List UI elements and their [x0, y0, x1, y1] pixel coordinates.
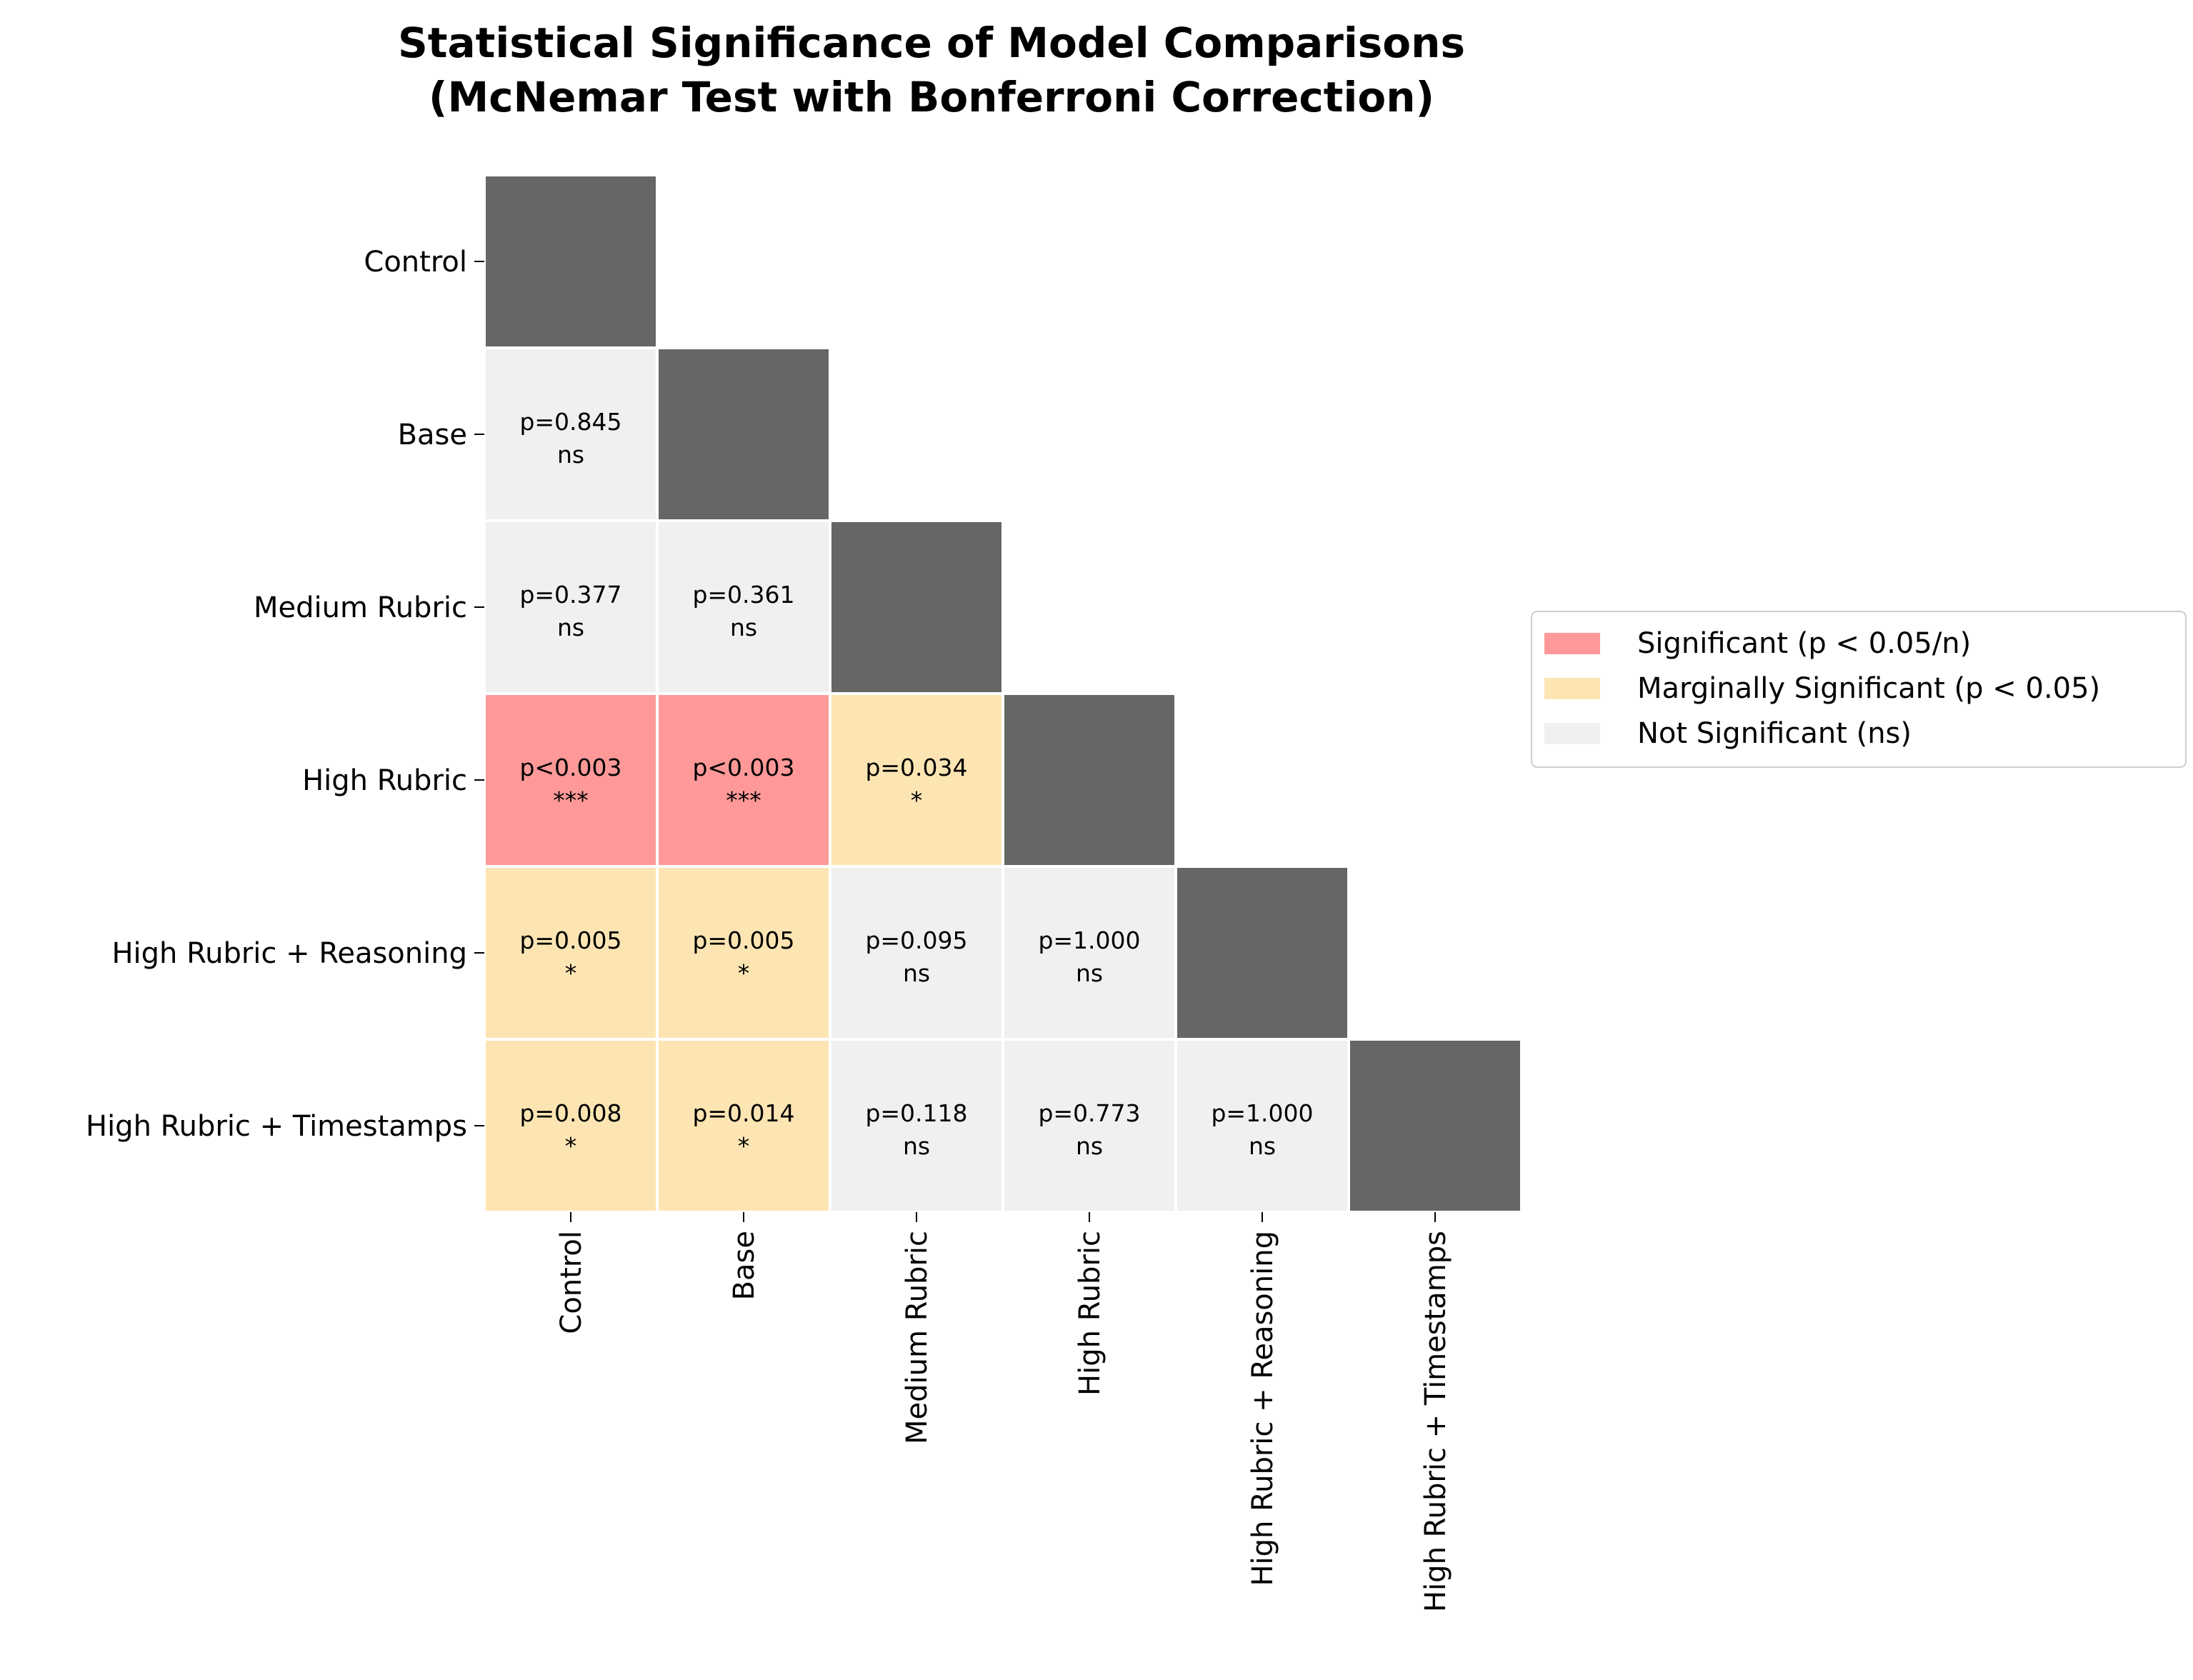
cell-rect [1174, 1038, 1350, 1214]
cell-p-value: p=0.361 [692, 581, 794, 609]
cell-significance-label: ns [557, 614, 584, 641]
x-tick-label: Medium Rubric [901, 1231, 934, 1444]
cell-p-value: p=0.034 [865, 754, 967, 781]
heatmap-cell: p=0.118 ns [829, 1038, 1004, 1214]
x-axis: Control Base Medium Rubric High Rubric High … [555, 1212, 1452, 1612]
cell-significance-label: *** [726, 786, 761, 814]
cell-p-value: p=0.005 [692, 926, 794, 954]
cell-significance-label: * [738, 959, 750, 987]
cell-p-value: p<0.003 [692, 754, 794, 781]
heatmap-cell: p=0.773 ns [1001, 1038, 1177, 1214]
cell-p-value: p=1.000 [1211, 1099, 1313, 1127]
cell-p-value: p=0.773 [1038, 1099, 1140, 1127]
heatmap-cell [829, 519, 1004, 695]
heatmap-cell: p=0.845 ns [483, 346, 659, 522]
x-tick-label: High Rubric + Timestamps [1419, 1231, 1452, 1612]
cell-p-value: p=0.377 [519, 581, 621, 609]
y-tick-label: High Rubric [302, 764, 467, 797]
legend-item: Significant (p < 0.05/n) [1544, 627, 1971, 660]
y-tick-label: High Rubric + Reasoning [111, 937, 467, 970]
x-tick-label: High Rubric [1074, 1231, 1107, 1396]
cell-rect [829, 692, 1004, 868]
legend-frame [1531, 611, 2187, 768]
cell-p-value: p=0.008 [519, 1099, 621, 1127]
cell-significance-label: ns [730, 614, 757, 641]
cell-rect [1001, 1038, 1177, 1214]
heatmap-cell: p=0.014 * [656, 1038, 831, 1214]
y-tick-label: High Rubric + Timestamps [86, 1110, 467, 1143]
heatmap-cell [1174, 865, 1350, 1041]
x-tick-label: Control [555, 1231, 588, 1334]
legend-label: Not Significant (ns) [1637, 717, 1912, 750]
cell-significance-label: * [738, 1132, 750, 1160]
y-axis: Control Base Medium Rubric High Rubric High … [86, 246, 484, 1143]
chart-title: Statistical Significance of Model Compar… [398, 19, 1465, 67]
cell-significance-label: *** [553, 786, 589, 814]
heatmap-cell: p=0.361 ns [656, 519, 831, 695]
chart-subtitle: (McNemar Test with Bonferroni Correction… [429, 73, 1434, 121]
cell-rect [656, 692, 831, 868]
heatmap-cell: p=0.034 * [829, 692, 1004, 868]
diagonal-cell-rect [1001, 692, 1177, 868]
x-tick-label: Base [728, 1231, 761, 1300]
cell-significance-label: * [565, 959, 577, 987]
legend-item: Marginally Significant (p < 0.05) [1544, 672, 2100, 705]
heatmap-cell: p<0.003 *** [483, 692, 659, 868]
y-tick-label: Base [398, 419, 467, 451]
heatmap-cell [483, 174, 659, 349]
cell-rect [1001, 865, 1177, 1041]
cell-p-value: p=0.014 [692, 1099, 794, 1127]
heatmap-cell [1347, 1038, 1523, 1214]
legend-swatch [1544, 633, 1600, 654]
legend-label: Significant (p < 0.05/n) [1637, 627, 1971, 660]
heatmap-cell: p=1.000 ns [1174, 1038, 1350, 1214]
cell-significance-label: ns [1076, 1132, 1103, 1160]
cell-significance-label: ns [1076, 959, 1103, 987]
heatmap-cell: p=0.377 ns [483, 519, 659, 695]
legend: Significant (p < 0.05/n) Marginally Signi… [1531, 611, 2187, 768]
diagonal-cell-rect [1174, 865, 1350, 1041]
cell-significance-label: ns [903, 1132, 930, 1160]
cell-significance-label: ns [1249, 1132, 1276, 1160]
cell-p-value: p=1.000 [1038, 926, 1140, 954]
diagonal-cell-rect [1347, 1038, 1523, 1214]
cell-significance-label: ns [557, 441, 584, 469]
heatmap-cell [656, 346, 831, 522]
cell-rect [483, 1038, 659, 1214]
diagonal-cell-rect [829, 519, 1004, 695]
cell-p-value: p=0.845 [519, 408, 621, 436]
cell-p-value: p=0.095 [865, 926, 967, 954]
heatmap-cells: p=0.845nsp=0.377nsp=0.361nsp<0.003***p<0… [483, 174, 1523, 1214]
heatmap-cell: p=1.000 ns [1001, 865, 1177, 1041]
cell-rect [656, 1038, 831, 1214]
y-tick-label: Control [364, 246, 467, 279]
heatmap-cell: p=0.005 * [483, 865, 659, 1041]
cell-significance-label: * [565, 1132, 577, 1160]
heatmap-cell [1001, 692, 1177, 868]
heatmap-cell: p=0.095 ns [829, 865, 1004, 1041]
legend-label: Marginally Significant (p < 0.05) [1637, 672, 2100, 705]
diagonal-cell-rect [656, 346, 831, 522]
heatmap-cell: p=0.005 * [656, 865, 831, 1041]
diagonal-cell-rect [483, 174, 659, 349]
cell-rect [483, 346, 659, 522]
cell-p-value: p=0.118 [865, 1099, 967, 1127]
cell-significance-label: ns [903, 959, 930, 987]
y-tick-label: Medium Rubric [254, 591, 467, 624]
cell-significance-label: * [911, 786, 923, 814]
cell-p-value: p<0.003 [519, 754, 621, 781]
x-tick-label: High Rubric + Reasoning [1247, 1231, 1279, 1586]
cell-p-value: p=0.005 [519, 926, 621, 954]
heatmap-cell: p<0.003 *** [656, 692, 831, 868]
legend-swatch [1544, 723, 1600, 744]
heatmap-cell: p=0.008 * [483, 1038, 659, 1214]
legend-swatch [1544, 678, 1600, 699]
legend-item: Not Significant (ns) [1544, 717, 1912, 750]
